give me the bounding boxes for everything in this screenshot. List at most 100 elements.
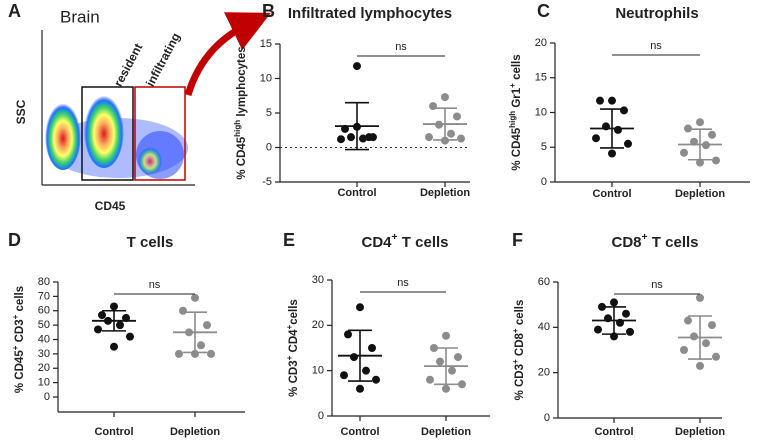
y-tick-label: 5	[541, 141, 547, 153]
y-axis-label-part: CD3	[14, 319, 26, 345]
data-point	[347, 133, 355, 142]
data-point	[116, 321, 124, 330]
data-point	[197, 341, 205, 350]
chart-title: CD4+ T cells	[361, 231, 448, 251]
data-point	[596, 96, 604, 105]
y-tick-label: 10	[312, 365, 324, 377]
y-axis-label-part: +	[285, 324, 294, 329]
data-point	[110, 302, 118, 311]
data-point	[608, 149, 616, 158]
flow-plot: Brain resident infiltrating SSC CD45	[14, 7, 271, 213]
y-axis-label-part: +	[285, 355, 294, 360]
data-point	[626, 327, 634, 336]
data-point	[94, 325, 102, 334]
data-point	[610, 298, 618, 307]
chart-title-part: CD4	[361, 234, 392, 251]
data-point	[441, 93, 449, 102]
data-point	[690, 332, 698, 341]
y-axis-label: % CD3+ CD8+ cells	[511, 300, 526, 401]
data-point	[457, 134, 465, 143]
y-axis-label-part: +	[11, 314, 20, 319]
y-tick-label: 0	[318, 410, 324, 422]
y-tick-label: 50	[38, 319, 50, 331]
panel-letter: D	[8, 230, 21, 250]
resident-gate	[81, 86, 134, 181]
y-tick-label: 0	[266, 141, 272, 153]
y-axis-label-part: +	[511, 328, 520, 333]
y-tick-label: -5	[262, 176, 272, 188]
significance-label: ns	[397, 277, 409, 289]
y-axis-label-part: cells	[288, 299, 300, 325]
data-point	[708, 321, 716, 330]
y-axis-label-part: % CD3	[288, 360, 300, 396]
y-axis-label-part: CD8	[514, 332, 526, 359]
y-tick-label: 10	[260, 72, 272, 84]
data-point	[353, 62, 361, 71]
y-axis-label-part: Gr1	[511, 87, 523, 111]
x-tick-label: Depletion	[675, 426, 725, 438]
x-tick-label: Depletion	[421, 426, 471, 438]
chart-title-part: CD8	[611, 234, 641, 251]
y-axis-label-part: high	[233, 120, 242, 137]
data-point	[448, 366, 456, 375]
data-point	[425, 133, 433, 142]
y-axis-label-part: +	[511, 359, 520, 364]
significance-label: ns	[650, 40, 662, 52]
data-point	[203, 321, 211, 330]
y-axis-label: % CD45high Gr1+ cells	[508, 54, 523, 170]
x-tick-label: Depletion	[170, 426, 220, 438]
data-point	[592, 134, 600, 143]
data-point	[344, 330, 352, 339]
y-tick-label: 70	[38, 290, 50, 302]
density-blob	[84, 92, 124, 168]
flow-x-label: CD45	[95, 199, 126, 213]
y-tick-label: 5	[266, 107, 272, 119]
chart-title: Neutrophils	[615, 5, 698, 22]
y-tick-label: 15	[260, 38, 272, 50]
x-tick-label: Control	[594, 426, 633, 438]
infiltrating-gate	[134, 86, 186, 181]
data-point	[447, 129, 455, 138]
data-point	[608, 96, 616, 105]
data-point	[696, 361, 704, 370]
data-point	[356, 384, 364, 393]
data-point	[372, 375, 380, 384]
data-point	[175, 349, 183, 358]
data-point	[684, 316, 692, 325]
chart-title: Infiltrated lymphocytes	[288, 5, 452, 22]
chart-title-part: Infiltrated lymphocytes	[288, 5, 452, 22]
chart-title-part: T cells	[648, 234, 699, 251]
data-point	[624, 139, 632, 148]
y-tick-label: 20	[535, 37, 547, 49]
y-axis-label-part: high	[508, 111, 517, 128]
data-point	[696, 293, 704, 302]
data-point	[179, 306, 187, 315]
chart-title-part: T cells	[398, 234, 449, 251]
significance-label: ns	[149, 279, 161, 291]
data-point	[702, 339, 710, 348]
data-point	[359, 134, 367, 143]
data-point	[442, 384, 450, 393]
data-point	[680, 346, 688, 354]
density-blob	[45, 100, 81, 170]
panel-letter: F	[512, 230, 523, 250]
y-axis-label-part: % CD45	[14, 350, 26, 393]
panel-letter: E	[283, 230, 295, 250]
data-point	[356, 303, 364, 312]
data-point	[340, 371, 348, 380]
y-tick-label: 20	[538, 367, 550, 379]
panel-letter: C	[537, 1, 550, 21]
data-point	[426, 375, 434, 384]
chart-title-part: T cells	[127, 234, 174, 251]
data-point	[622, 309, 630, 318]
x-tick-label: Control	[340, 426, 379, 438]
data-point	[337, 135, 345, 144]
data-point	[191, 293, 199, 302]
data-point	[620, 106, 628, 115]
y-tick-label: 30	[312, 274, 324, 286]
chart-title-part: +	[392, 231, 398, 243]
y-axis-label-part: cells	[514, 300, 526, 329]
flow-y-label: SSC	[14, 99, 28, 124]
y-axis-label-part: lymphocytes	[236, 46, 248, 120]
